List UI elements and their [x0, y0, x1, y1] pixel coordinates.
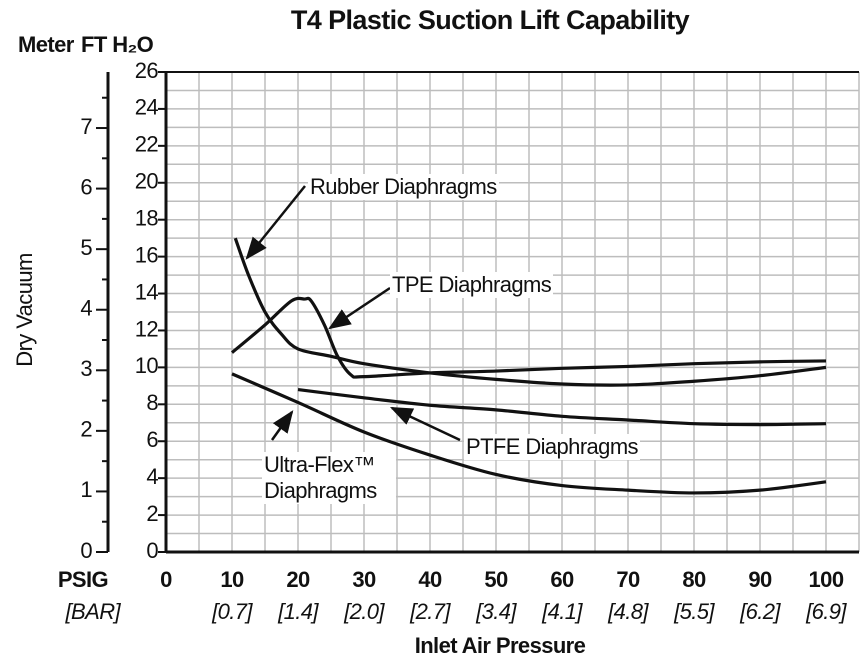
arrow [270, 410, 294, 441]
y2-tick-label: 7 [80, 114, 92, 139]
x-tick-label: 100 [809, 567, 844, 592]
y2-tick-label: 2 [80, 417, 92, 442]
x2-unit-label: [BAR] [65, 599, 122, 624]
x-tick-label: 40 [418, 567, 442, 592]
annotation: Ultra-Flex™ Diaphragms [262, 452, 396, 504]
annotation: PTFE Diaphragms [464, 434, 640, 460]
annotation: TPE Diaphragms [390, 272, 554, 298]
y-tick-label: 22 [135, 132, 159, 157]
x2-tick-label: [2.7] [409, 599, 451, 624]
y-tick-label: 8 [146, 390, 158, 415]
y-tick-label: 16 [135, 242, 159, 267]
x-tick-label: 90 [748, 567, 772, 592]
x-tick-label: 60 [550, 567, 574, 592]
x2-tick-label: [1.4] [277, 599, 319, 624]
y2-tick-label: 1 [80, 477, 92, 502]
x-tick-label: 20 [286, 567, 310, 592]
x-tick-label: 80 [682, 567, 706, 592]
series-line [230, 296, 827, 379]
x-tick-label: 70 [616, 567, 640, 592]
x2-tick-label: [5.5] [673, 599, 715, 624]
arrow [245, 185, 306, 260]
x2-tick-label: [0.7] [211, 599, 253, 624]
x-tick-label: 50 [484, 567, 508, 592]
lines [230, 237, 827, 495]
x2-tick-label: [6.2] [739, 599, 781, 624]
y-tick-label: 6 [146, 427, 158, 452]
series-line [231, 372, 827, 495]
x2-tick-label: [4.8] [607, 599, 649, 624]
y-tick-label: 24 [135, 95, 159, 120]
y2-unit-label: Meter [18, 32, 75, 57]
y2-tick-label: 6 [80, 174, 92, 199]
arrow [389, 406, 461, 442]
y-tick-label: 20 [135, 169, 159, 194]
y-tick-label: 0 [146, 538, 158, 563]
y-tick-label: 10 [135, 353, 159, 378]
y2-tick-label: 4 [80, 296, 92, 321]
y-tick-label: 12 [135, 316, 159, 341]
y-tick-label: 18 [135, 206, 159, 231]
x2-tick-label: [6.9] [805, 599, 847, 624]
y-axis-title: Dry Vacuum [12, 253, 37, 366]
y-tick-label: 2 [146, 501, 158, 526]
y2-tick-label: 3 [80, 356, 92, 381]
arrow [328, 286, 391, 330]
x-tick-label: 0 [160, 567, 172, 592]
x-axis-title: Inlet Air Pressure [415, 633, 586, 658]
y-unit-label: FT H₂O [81, 32, 154, 57]
y2-tick-label: 0 [80, 538, 92, 563]
x2-tick-label: [4.1] [541, 599, 583, 624]
x-unit-label: PSIG [58, 567, 108, 592]
x-tick-label: 10 [220, 567, 244, 592]
series-line [233, 237, 827, 387]
y-tick-label: 14 [135, 279, 159, 304]
y2-tick-label: 5 [80, 235, 92, 260]
chart-title: T4 Plastic Suction Lift Capability [291, 5, 690, 35]
series-line [297, 387, 827, 427]
x-tick-label: 30 [352, 567, 376, 592]
annotation: Rubber Diaphragms [308, 174, 499, 200]
y-tick-label: 4 [146, 464, 158, 489]
x2-tick-label: [3.4] [475, 599, 517, 624]
x2-tick-label: [2.0] [343, 599, 385, 624]
y-tick-label: 26 [135, 58, 159, 83]
